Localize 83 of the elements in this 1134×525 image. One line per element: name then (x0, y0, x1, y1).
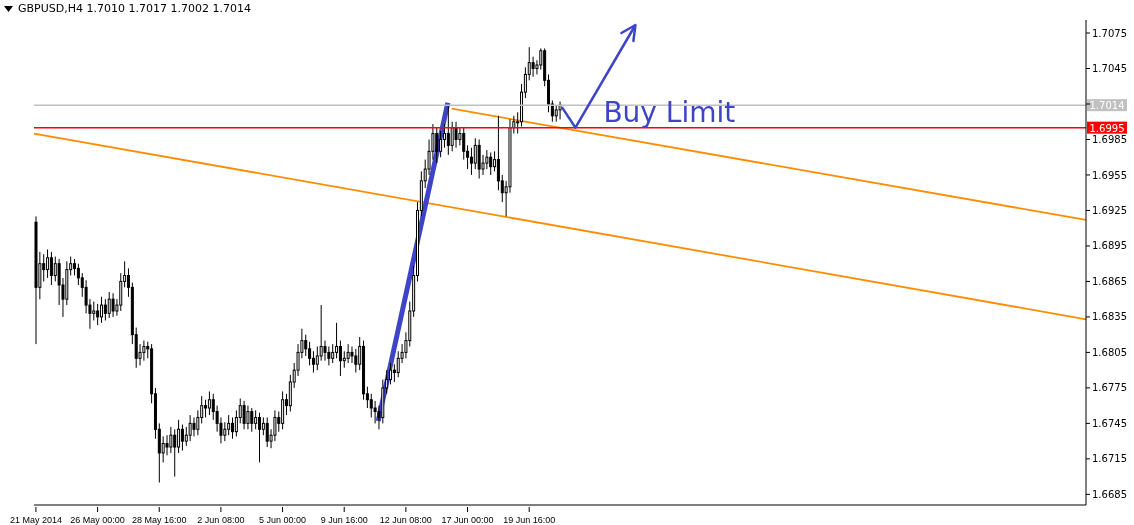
candlestick (188, 414, 192, 442)
candlestick (469, 147, 473, 176)
candlestick (558, 101, 562, 120)
x-tick-label: 21 May 2014 (9, 515, 62, 525)
candlestick (454, 121, 458, 149)
candlestick (180, 424, 184, 452)
candlestick (119, 272, 123, 312)
candlestick (258, 412, 261, 463)
candlestick (281, 390, 285, 430)
candlestick (76, 263, 80, 286)
x-tick-label: 19 Jun 16:00 (503, 515, 556, 525)
candlestick (462, 127, 466, 161)
y-tick-label: 1.6955 (1092, 169, 1127, 181)
y-tick-label: 1.6745 (1092, 417, 1127, 429)
candlestick (227, 414, 231, 436)
candlestick (254, 409, 258, 430)
candlestick (142, 340, 146, 362)
candlestick (53, 256, 57, 282)
candlestick (246, 405, 250, 430)
ref-line-label: 1.6995 (1089, 122, 1125, 134)
candlestick (473, 137, 477, 170)
candlestick (446, 105, 450, 156)
ref-line-label: 1.7014 (1089, 100, 1125, 112)
y-tick-label: 1.6925 (1092, 205, 1127, 216)
candlestick (250, 407, 254, 433)
x-tick-label: 9 Jun 16:00 (320, 515, 368, 525)
y-tick-label: 1.6685 (1092, 488, 1127, 500)
candlestick (177, 419, 181, 454)
candlestick (442, 123, 446, 149)
candlestick (49, 251, 53, 286)
candlestick (331, 343, 335, 364)
candlestick (439, 130, 443, 158)
y-tick-label: 1.7045 (1092, 63, 1127, 75)
candlestick (489, 151, 493, 176)
y-tick-label: 1.6775 (1092, 382, 1127, 394)
x-tick-label: 28 May 16:00 (131, 515, 187, 525)
candlestick (46, 248, 50, 279)
candlestick (450, 121, 454, 152)
candlestick (103, 298, 107, 321)
annotation: Buy Limit (603, 95, 736, 129)
candlestick (231, 416, 235, 440)
y-tick-label: 1.6985 (1092, 134, 1127, 146)
candlestick (92, 301, 96, 321)
y-tick-label: 1.6835 (1092, 311, 1127, 323)
candlestick (323, 340, 327, 362)
chart-title: GBPUSD,H4 1.7010 1.7017 1.7002 1.7014 (18, 2, 251, 15)
x-tick-label: 5 Jun 00:00 (259, 515, 307, 525)
candlestick (165, 434, 169, 456)
candlestick (354, 348, 358, 374)
x-tick-label: 12 Jun 08:00 (379, 515, 432, 525)
candlestick (111, 292, 115, 318)
candlestick (346, 343, 350, 364)
candlestick (192, 416, 196, 437)
candlestick (169, 426, 173, 454)
candlestick (315, 345, 319, 371)
candlestick (335, 322, 339, 359)
candlestick (327, 345, 331, 366)
candlestick (338, 340, 342, 377)
candlestick (531, 56, 535, 78)
candlestick (311, 350, 315, 374)
y-tick-label: 1.6715 (1092, 453, 1127, 465)
x-tick-label: 26 May 00:00 (70, 515, 125, 525)
y-tick-label: 1.6805 (1092, 346, 1127, 358)
candlestick (477, 138, 481, 180)
candlestick (265, 416, 269, 448)
candlestick (107, 291, 111, 319)
candlestick (173, 428, 177, 478)
candlestick (196, 409, 200, 436)
x-tick-label: 2 Jun 08:00 (197, 515, 245, 525)
candlestick (496, 115, 500, 191)
candlestick (96, 303, 100, 326)
candlestick (100, 296, 104, 324)
candlestick (242, 400, 246, 430)
candlestick (304, 334, 308, 357)
y-tick-label: 1.6865 (1092, 275, 1127, 287)
candlestick (234, 409, 238, 437)
candlestick (308, 341, 312, 366)
y-tick-label: 1.7075 (1092, 27, 1127, 39)
candlestick (435, 127, 439, 164)
y-tick-label: 1.6895 (1092, 240, 1127, 252)
x-tick-label: 17 Jun 00:00 (441, 515, 494, 525)
candlestick (223, 421, 227, 442)
candlestick (319, 304, 323, 362)
